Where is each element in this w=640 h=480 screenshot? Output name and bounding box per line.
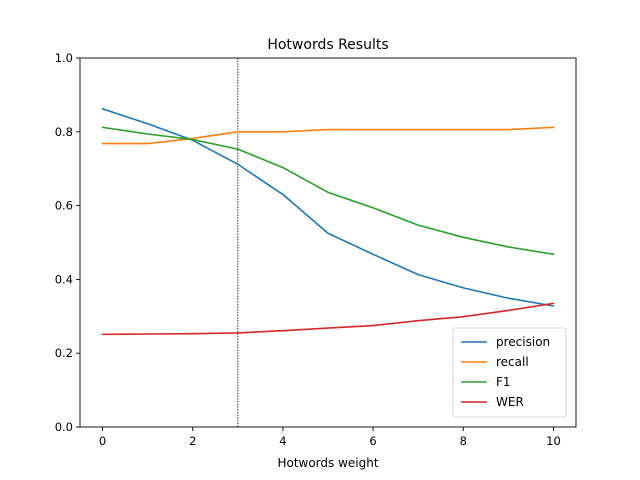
axes-frame [79, 57, 577, 428]
x-tick-label: 6 [369, 434, 376, 448]
legend-label-wer: WER [496, 395, 524, 409]
legend-box [452, 327, 567, 418]
legend-label-f1: F1 [496, 375, 511, 389]
y-tick-label: 0.4 [55, 272, 73, 286]
legend-label-precision: precision [496, 335, 550, 349]
x-tick-label: 10 [546, 434, 561, 448]
series-line-precision [101, 107, 555, 307]
y-tick-label: 0.2 [55, 346, 73, 360]
y-tick-label: 0.8 [55, 125, 73, 139]
x-tick-label: 8 [460, 434, 467, 448]
x-tick-label: 2 [189, 434, 196, 448]
x-tick-label: 0 [99, 434, 106, 448]
x-tick-label: 4 [279, 434, 286, 448]
y-tick-label: 0.6 [55, 199, 73, 213]
series-line-wer [101, 302, 555, 336]
legend-label-recall: recall [496, 355, 529, 369]
plot-area: 0 2 4 6 8 10 0.0 0.2 0.4 0.6 0.8 1.0 precision recall… [55, 51, 577, 448]
x-axis-label: Hotwords weight [277, 456, 378, 470]
series-line-recall [101, 126, 555, 145]
series-line-f1 [101, 126, 555, 256]
y-tick-label: 1.0 [55, 51, 73, 65]
y-tick-label: 0.0 [55, 420, 73, 434]
chart-title: Hotwords Results [267, 37, 388, 53]
